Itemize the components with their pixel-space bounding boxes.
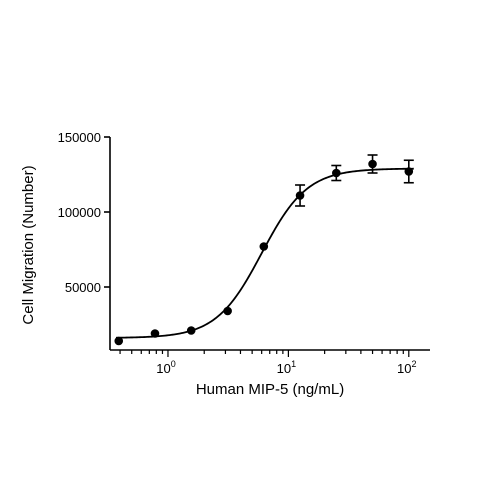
x-axis-ticks: 100 101 102 <box>119 350 417 376</box>
data-point <box>404 167 414 176</box>
data-point <box>114 336 124 346</box>
y-tick-label: 50000 <box>65 280 101 295</box>
data-point <box>259 242 269 251</box>
data-point <box>186 326 196 335</box>
y-axis-ticks: 50000 100000 150000 <box>58 130 110 295</box>
y-axis-title: Cell Migration (Number) <box>20 165 37 324</box>
data-point <box>295 191 305 200</box>
data-point <box>150 329 160 338</box>
data-point <box>223 306 232 316</box>
x-tick-label: 102 <box>397 359 416 376</box>
fit-curve <box>115 167 414 339</box>
data-point <box>368 159 377 169</box>
y-tick-label: 150000 <box>58 130 101 145</box>
data-point <box>332 168 341 178</box>
x-tick-label: 100 <box>156 359 175 376</box>
plot-area <box>114 154 414 346</box>
y-tick-label: 100000 <box>58 205 101 220</box>
x-tick-label: 101 <box>277 359 296 376</box>
x-axis-title: Human MIP-5 (ng/mL) <box>196 381 344 398</box>
